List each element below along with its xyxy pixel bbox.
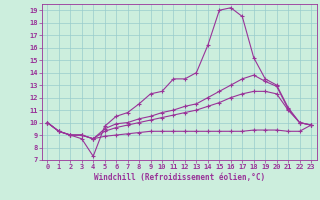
X-axis label: Windchill (Refroidissement éolien,°C): Windchill (Refroidissement éolien,°C) bbox=[94, 173, 265, 182]
